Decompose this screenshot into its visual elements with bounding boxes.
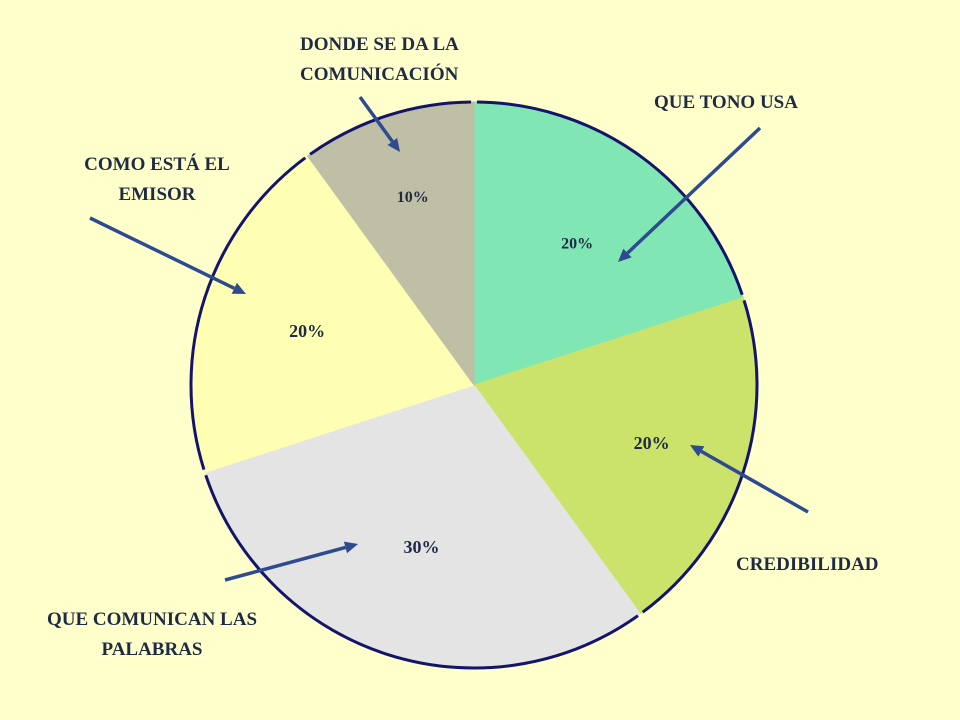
arrow-donde-head	[387, 138, 400, 152]
arrow-palabras	[224, 541, 358, 582]
arrow-donde	[358, 95, 400, 152]
label-credibilidad: CREDIBILIDAD	[736, 554, 879, 575]
label-palabras-line-1: QUE COMUNICAN LAS	[46, 609, 258, 630]
arrow-como	[89, 216, 246, 294]
pie-outline-como-esta-el-emisor	[189, 156, 307, 471]
arrow-como-shaft	[89, 216, 236, 290]
pie-outline-que-tono-usa	[476, 100, 744, 296]
arrow-credibilidad	[690, 445, 809, 514]
pct-label-como-esta-el-emisor: 20%	[289, 321, 325, 341]
arrow-tono	[618, 126, 762, 262]
pie-outline	[189, 100, 759, 670]
pct-label-que-tono-usa: 20%	[561, 236, 593, 253]
pct-label-credibilidad: 20%	[634, 433, 670, 453]
pie-value-labels: 20% 20% 30% 20% 10%	[289, 189, 669, 557]
arrow-credibilidad-head	[690, 445, 705, 457]
arrow-palabras-shaft	[224, 545, 346, 582]
pie-outline-que-comunican-las-palabras	[204, 474, 639, 670]
label-como-line-1: COMO ESTÁ EL	[84, 154, 230, 175]
arrow-credibilidad-shaft	[700, 449, 809, 514]
pointer-arrows	[89, 95, 809, 582]
label-palabras-line-2: PALABRAS	[101, 639, 203, 660]
arrow-palabras-head	[343, 541, 358, 554]
arrow-como-head	[231, 282, 246, 294]
label-como-line-2: EMISOR	[118, 184, 196, 205]
pie-outline-credibilidad	[641, 299, 759, 614]
pct-label-donde-se-da-la-comunicacion: 10%	[397, 189, 429, 206]
label-donde-se-da-la-comunicacion: DONDE SE DA LA COMUNICACIÓN	[300, 30, 459, 90]
label-que-tono-usa: QUE TONO USA	[654, 92, 798, 113]
pct-label-que-comunican-las-palabras: 30%	[404, 537, 440, 557]
label-donde-line-2: COMUNICACIÓN	[300, 64, 459, 85]
arrow-donde-shaft	[358, 95, 394, 143]
arrow-tono-head	[618, 248, 632, 262]
pie-outline-donde-se-da-la-comunicacion	[309, 100, 472, 156]
label-donde-line-1: DONDE SE DA LA	[300, 34, 459, 55]
pie-slices	[190, 101, 758, 669]
arrow-tono-shaft	[626, 126, 762, 255]
label-que-comunican-las-palabras: QUE COMUNICAN LAS PALABRAS	[12, 605, 292, 665]
label-como-esta-el-emisor: COMO ESTÁ EL EMISOR	[50, 150, 264, 210]
